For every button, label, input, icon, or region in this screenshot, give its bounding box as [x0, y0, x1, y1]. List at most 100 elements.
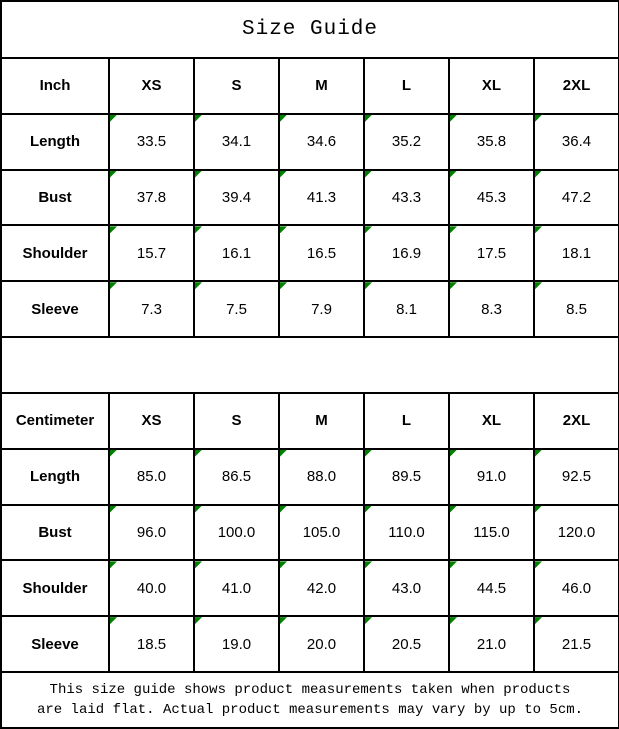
flag-triangle-icon: [281, 618, 287, 625]
cell-value: 39.4: [221, 188, 252, 206]
flag-triangle-icon: [111, 171, 117, 178]
row-label-sleeve: Sleeve: [0, 280, 110, 339]
flag-triangle-icon: [281, 506, 287, 513]
cell-value: 100.0: [217, 523, 256, 541]
value-cell: 18.5: [108, 615, 195, 673]
flag-triangle-icon: [366, 618, 372, 625]
cell-value: 120.0: [557, 523, 596, 541]
cell-value: 16.5: [306, 244, 337, 262]
value-cell: 33.5: [108, 112, 195, 171]
flag-triangle-icon: [536, 227, 542, 234]
flag-triangle-icon: [281, 227, 287, 234]
size-header-2xl: 2XL: [533, 56, 619, 115]
value-cell: 21.0: [448, 615, 535, 673]
flag-triangle-icon: [196, 562, 202, 569]
value-cell: 39.4: [193, 168, 280, 227]
cell-value: 33.5: [136, 133, 167, 151]
cell-value: 110.0: [388, 523, 425, 541]
title-row: Size Guide: [0, 0, 619, 59]
value-cell: 120.0: [533, 503, 619, 562]
cell-value: 43.3: [391, 188, 422, 206]
cell-value: 46.0: [561, 579, 592, 597]
flag-triangle-icon: [536, 618, 542, 625]
cell-value: 16.9: [391, 244, 422, 262]
row-label-bust: Bust: [0, 503, 110, 562]
row-label-bust: Bust: [0, 168, 110, 227]
page-title: Size Guide: [0, 0, 619, 59]
cell-value: 7.9: [311, 300, 332, 318]
row-label-length: Length: [0, 112, 110, 171]
value-cell: 47.2: [533, 168, 619, 227]
flag-triangle-icon: [196, 115, 202, 122]
value-cell: 7.3: [108, 280, 195, 339]
flag-triangle-icon: [366, 115, 372, 122]
footnote-row: This size guide shows product measuremen…: [0, 670, 619, 729]
cell-value: 96.0: [136, 523, 167, 541]
value-cell: 44.5: [448, 559, 535, 618]
inch-bust-row: Bust 37.8 39.4 41.3 43.3 45.3 47.2: [0, 168, 619, 227]
value-cell: 8.5: [533, 280, 619, 339]
cell-value: 115.0: [473, 523, 510, 541]
value-cell: 36.4: [533, 112, 619, 171]
value-cell: 96.0: [108, 503, 195, 562]
flag-triangle-icon: [196, 618, 202, 625]
flag-triangle-icon: [536, 283, 542, 290]
row-label-shoulder: Shoulder: [0, 224, 110, 283]
size-header-l: L: [363, 391, 450, 450]
spacer-row: [0, 336, 619, 394]
flag-triangle-icon: [111, 450, 117, 457]
value-cell: 35.8: [448, 112, 535, 171]
cell-value: 20.5: [391, 635, 422, 653]
footnote-line1: This size guide shows product measuremen…: [49, 681, 571, 698]
value-cell: 85.0: [108, 447, 195, 506]
cm-length-row: Length 85.0 86.5 88.0 89.5 91.0 92.5: [0, 447, 619, 506]
value-cell: 89.5: [363, 447, 450, 506]
inch-length-row: Length 33.5 34.1 34.6 35.2 35.8 36.4: [0, 112, 619, 171]
size-header-xl: XL: [448, 391, 535, 450]
value-cell: 35.2: [363, 112, 450, 171]
unit-header-inch: Inch: [0, 56, 110, 115]
row-label-shoulder: Shoulder: [0, 559, 110, 618]
cell-value: 7.3: [141, 300, 162, 318]
value-cell: 42.0: [278, 559, 365, 618]
value-cell: 16.9: [363, 224, 450, 283]
footnote-line2: are laid flat. Actual product measuremen…: [36, 701, 584, 718]
size-header-xl: XL: [448, 56, 535, 115]
row-label-sleeve: Sleeve: [0, 615, 110, 673]
value-cell: 16.1: [193, 224, 280, 283]
cell-value: 34.1: [221, 133, 252, 151]
cell-value: 36.4: [561, 133, 592, 151]
cell-value: 15.7: [136, 244, 167, 262]
flag-triangle-icon: [451, 171, 457, 178]
cell-value: 92.5: [561, 468, 592, 486]
value-cell: 37.8: [108, 168, 195, 227]
flag-triangle-icon: [111, 115, 117, 122]
flag-triangle-icon: [111, 283, 117, 290]
value-cell: 115.0: [448, 503, 535, 562]
size-header-xs: XS: [108, 391, 195, 450]
cm-shoulder-row: Shoulder 40.0 41.0 42.0 43.0 44.5 46.0: [0, 559, 619, 618]
flag-triangle-icon: [451, 227, 457, 234]
flag-triangle-icon: [281, 450, 287, 457]
flag-triangle-icon: [536, 450, 542, 457]
cell-value: 91.0: [476, 468, 507, 486]
cell-value: 41.0: [221, 579, 252, 597]
cell-value: 86.5: [221, 468, 252, 486]
value-cell: 46.0: [533, 559, 619, 618]
size-header-s: S: [193, 56, 280, 115]
cm-header-row: Centimeter XS S M L XL 2XL: [0, 391, 619, 450]
value-cell: 34.6: [278, 112, 365, 171]
value-cell: 20.5: [363, 615, 450, 673]
value-cell: 100.0: [193, 503, 280, 562]
cell-value: 45.3: [476, 188, 507, 206]
cell-value: 88.0: [306, 468, 337, 486]
value-cell: 41.3: [278, 168, 365, 227]
value-cell: 110.0: [363, 503, 450, 562]
cell-value: 17.5: [476, 244, 507, 262]
flag-triangle-icon: [366, 506, 372, 513]
footnote: This size guide shows product measuremen…: [0, 670, 619, 729]
cell-value: 20.0: [306, 635, 337, 653]
cell-value: 34.6: [306, 133, 337, 151]
flag-triangle-icon: [111, 562, 117, 569]
size-header-m: M: [278, 391, 365, 450]
